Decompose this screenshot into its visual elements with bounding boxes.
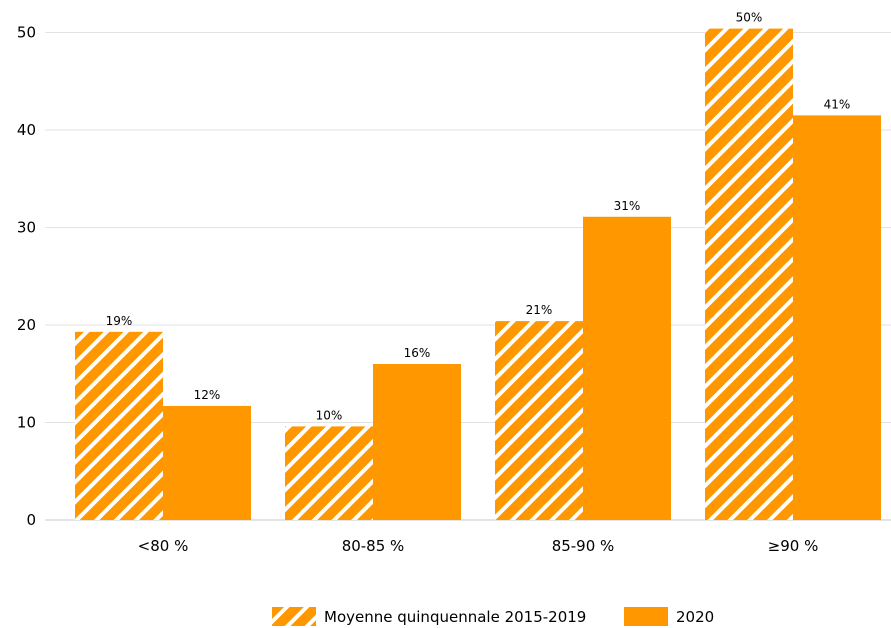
y-tick-label: 0	[26, 511, 36, 529]
bar-2020	[793, 115, 881, 520]
bars	[75, 28, 881, 520]
x-tick-label: 80-85 %	[342, 537, 405, 555]
y-tick-label: 10	[17, 414, 36, 432]
bar-2020	[163, 405, 251, 520]
x-tick-label: 85-90 %	[552, 537, 615, 555]
bar-moyenne	[705, 28, 793, 520]
y-tick-label: 20	[17, 316, 36, 334]
legend-label: Moyenne quinquennale 2015-2019	[324, 608, 586, 626]
legend-swatch-2020	[624, 607, 668, 626]
legend-label: 2020	[676, 608, 714, 626]
data-label: 16%	[404, 346, 431, 360]
x-tick-label: <80 %	[138, 537, 189, 555]
data-labels: 19% 12% 10% 16% 21% 31% 50% 41%	[106, 11, 851, 423]
bar-moyenne	[285, 426, 373, 520]
y-tick-label: 40	[17, 121, 36, 139]
bar-2020	[373, 364, 461, 520]
y-tick-label: 30	[17, 219, 36, 237]
bar-moyenne	[495, 321, 583, 520]
data-label: 50%	[736, 11, 763, 25]
legend: Moyenne quinquennale 2015-2019 2020	[272, 607, 714, 626]
data-label: 31%	[614, 199, 641, 213]
data-label: 10%	[316, 408, 343, 422]
y-tick-label: 50	[17, 24, 36, 42]
bar-moyenne	[75, 331, 163, 520]
data-label: 41%	[824, 97, 851, 111]
data-label: 19%	[106, 314, 133, 328]
data-label: 21%	[526, 303, 553, 317]
y-axis: 0 10 20 30 40 50	[17, 24, 36, 530]
x-axis: <80 % 80-85 % 85-90 % ≥90 %	[138, 537, 819, 555]
legend-swatch-moyenne	[272, 607, 316, 626]
x-tick-label: ≥90 %	[768, 537, 819, 555]
data-label: 12%	[194, 388, 221, 402]
bar-2020	[583, 216, 671, 520]
